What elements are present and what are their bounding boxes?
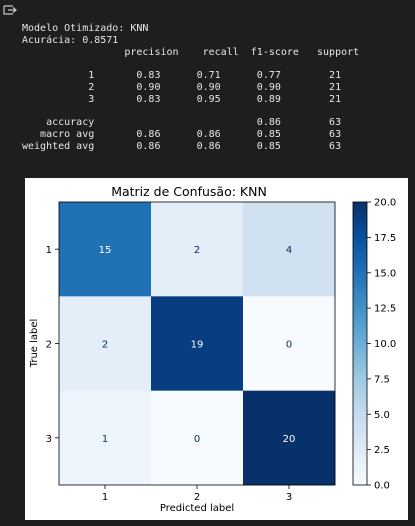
report-weighted-avg-row: weighted avg 0.86 0.86 0.85 63 bbox=[22, 140, 342, 152]
matrix-cell bbox=[151, 296, 244, 391]
classification-report: Modelo Otimizado: KNN Acurácia: 0.8571 p… bbox=[22, 23, 359, 153]
colorbar-tick-label: 0.0 bbox=[374, 481, 390, 492]
colorbar-tick-label: 15.0 bbox=[374, 268, 396, 279]
report-row-1: 1 0.83 0.71 0.77 21 bbox=[22, 70, 342, 82]
output-arrow-icon[interactable] bbox=[3, 4, 17, 16]
model-line: Modelo Otimizado: KNN bbox=[22, 23, 149, 34]
report-macro-avg-row: macro avg 0.86 0.86 0.85 63 bbox=[22, 129, 342, 141]
cell-value-label: 2 bbox=[194, 245, 200, 256]
colorbar-tick-label: 5.0 bbox=[374, 410, 390, 421]
colorbar-tick-label: 7.5 bbox=[374, 374, 390, 385]
matrix-cell bbox=[243, 202, 336, 297]
cell-value-label: 15 bbox=[99, 245, 112, 256]
cell-value-label: 20 bbox=[283, 434, 296, 445]
accuracy-line: Acurácia: 0.8571 bbox=[22, 34, 119, 46]
matrix-cell bbox=[59, 390, 152, 486]
cell-value-label: 1 bbox=[102, 434, 108, 445]
matrix-cell bbox=[151, 202, 244, 297]
report-row-2: 2 0.90 0.90 0.90 21 bbox=[22, 81, 342, 93]
cell-value-label: 0 bbox=[286, 340, 292, 351]
x-tick-label: 3 bbox=[286, 492, 292, 503]
cell-value-label: 19 bbox=[191, 340, 204, 351]
cell-value-label: 4 bbox=[286, 245, 292, 256]
x-axis-label: Predicted label bbox=[160, 503, 234, 514]
cell-value-label: 2 bbox=[102, 340, 108, 351]
matrix-cell bbox=[59, 202, 152, 297]
cell-value-label: 0 bbox=[194, 434, 200, 445]
x-tick-label: 2 bbox=[194, 492, 200, 503]
colorbar-tick-label: 2.5 bbox=[374, 445, 390, 456]
colorbar-tick-label: 10.0 bbox=[374, 339, 396, 350]
x-tick-label: 1 bbox=[102, 492, 108, 503]
report-accuracy-row: accuracy 0.86 63 bbox=[22, 117, 342, 129]
report-header: precision recall f1-score support bbox=[22, 46, 360, 58]
report-row-3: 3 0.83 0.95 0.89 21 bbox=[22, 93, 342, 105]
y-tick-label: 2 bbox=[46, 340, 52, 351]
matrix-cell bbox=[243, 296, 336, 391]
matrix-cell bbox=[59, 296, 152, 391]
colorbar-tick-label: 20.0 bbox=[374, 198, 396, 209]
matrix-cell bbox=[243, 390, 336, 486]
y-axis-label: True label bbox=[29, 319, 40, 369]
colorbar-tick-label: 17.5 bbox=[374, 233, 396, 244]
chart-title: Matriz de Confusão: KNN bbox=[111, 184, 267, 199]
colorbar-tick-label: 12.5 bbox=[374, 304, 396, 315]
y-tick-label: 3 bbox=[46, 434, 52, 445]
colorbar bbox=[352, 201, 368, 486]
matrix-cell bbox=[151, 390, 244, 486]
y-tick-label: 1 bbox=[46, 245, 52, 256]
